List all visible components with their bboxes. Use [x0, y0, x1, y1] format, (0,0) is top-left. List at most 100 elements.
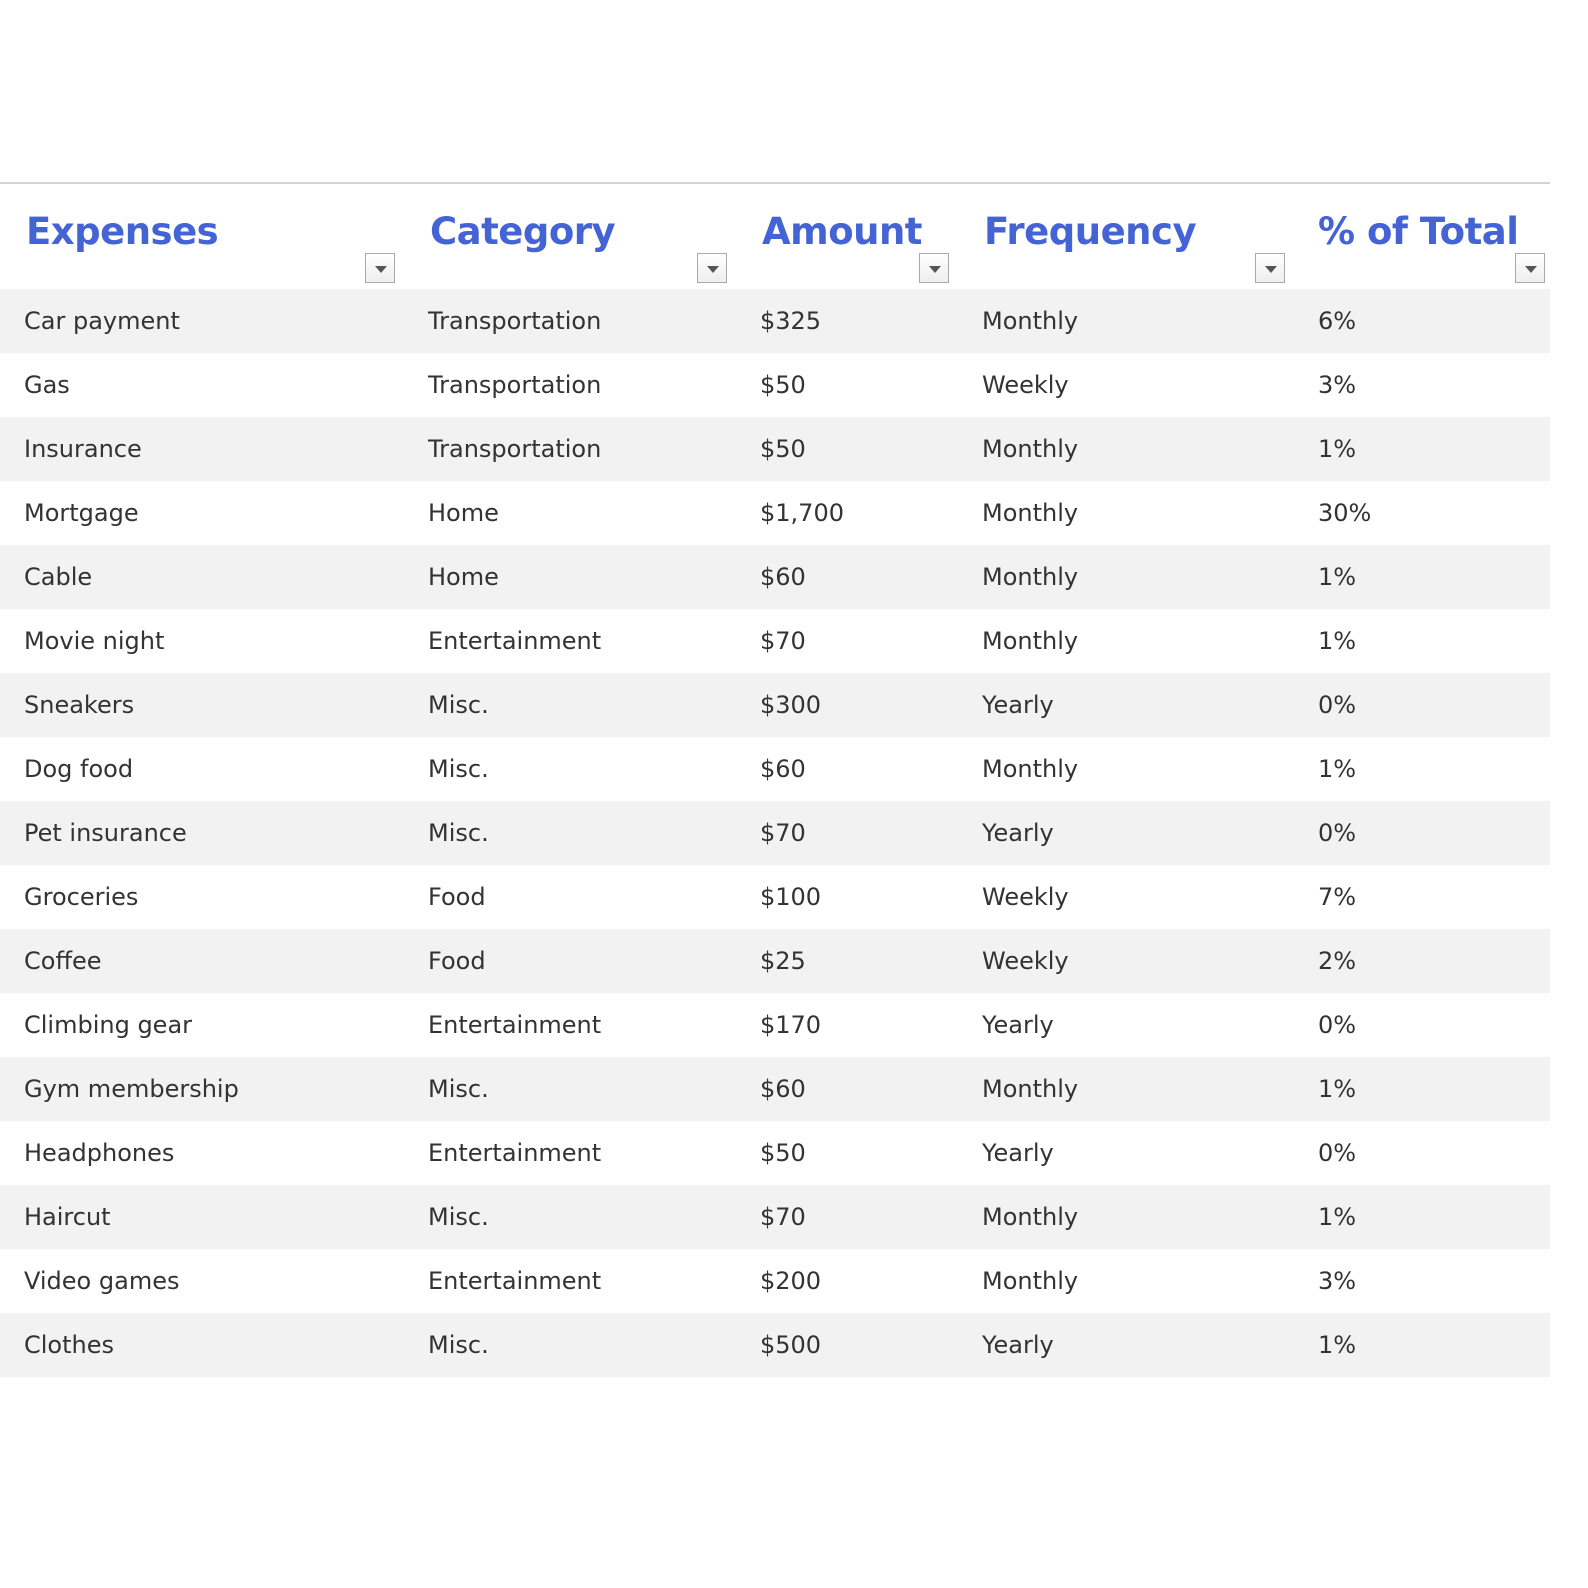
cell-percent-of-total[interactable]: 0% — [1318, 819, 1357, 847]
cell-category[interactable]: Food — [428, 883, 486, 911]
cell-category[interactable]: Misc. — [428, 1075, 489, 1103]
cell-percent-of-total[interactable]: 6% — [1318, 307, 1357, 335]
cell-percent-of-total[interactable]: 1% — [1318, 1331, 1357, 1359]
cell-category[interactable]: Misc. — [428, 755, 489, 783]
cell-amount[interactable]: $1,700 — [760, 499, 844, 527]
cell-expenses[interactable]: Groceries — [24, 883, 139, 911]
cell-expenses[interactable]: Cable — [24, 563, 93, 591]
cell-expenses[interactable]: Car payment — [24, 307, 180, 335]
cell-category[interactable]: Home — [428, 499, 499, 527]
cell-percent-of-total[interactable]: 1% — [1318, 435, 1357, 463]
cell-amount[interactable]: $100 — [760, 883, 822, 911]
cell-frequency[interactable]: Yearly — [982, 1011, 1054, 1039]
table-row: Dog food Misc. $60 Monthly 1% — [0, 737, 1550, 801]
filter-dropdown-expenses[interactable] — [365, 253, 395, 283]
table-row: Clothes Misc. $500 Yearly 1% — [0, 1313, 1550, 1377]
cell-category[interactable]: Misc. — [428, 1203, 489, 1231]
cell-amount[interactable]: $50 — [760, 1139, 806, 1167]
cell-category[interactable]: Misc. — [428, 1331, 489, 1359]
cell-frequency[interactable]: Monthly — [982, 563, 1079, 591]
cell-expenses[interactable]: Pet insurance — [24, 819, 187, 847]
cell-frequency[interactable]: Yearly — [982, 1331, 1054, 1359]
cell-percent-of-total[interactable]: 1% — [1318, 1075, 1357, 1103]
cell-expenses[interactable]: Video games — [24, 1267, 180, 1295]
cell-percent-of-total[interactable]: 7% — [1318, 883, 1357, 911]
header-frequency: Frequency — [984, 210, 1197, 253]
table-row: Haircut Misc. $70 Monthly 1% — [0, 1185, 1550, 1249]
cell-frequency[interactable]: Monthly — [982, 1203, 1079, 1231]
cell-amount[interactable]: $500 — [760, 1331, 822, 1359]
cell-expenses[interactable]: Sneakers — [24, 691, 135, 719]
cell-frequency[interactable]: Monthly — [982, 307, 1079, 335]
header-percent-of-total: % of Total — [1318, 210, 1519, 253]
cell-expenses[interactable]: Gym membership — [24, 1075, 239, 1103]
cell-category[interactable]: Transportation — [428, 307, 602, 335]
table-row: Gym membership Misc. $60 Monthly 1% — [0, 1057, 1550, 1121]
cell-expenses[interactable]: Coffee — [24, 947, 102, 975]
cell-percent-of-total[interactable]: 0% — [1318, 691, 1357, 719]
cell-category[interactable]: Misc. — [428, 691, 489, 719]
cell-expenses[interactable]: Haircut — [24, 1203, 111, 1231]
cell-amount[interactable]: $25 — [760, 947, 806, 975]
cell-category[interactable]: Transportation — [428, 435, 602, 463]
cell-category[interactable]: Transportation — [428, 371, 602, 399]
cell-frequency[interactable]: Yearly — [982, 1139, 1054, 1167]
cell-amount[interactable]: $60 — [760, 563, 806, 591]
cell-expenses[interactable]: Mortgage — [24, 499, 139, 527]
cell-expenses[interactable]: Gas — [24, 371, 70, 399]
cell-category[interactable]: Food — [428, 947, 486, 975]
cell-category[interactable]: Entertainment — [428, 627, 602, 655]
cell-amount[interactable]: $50 — [760, 435, 806, 463]
cell-expenses[interactable]: Climbing gear — [24, 1011, 193, 1039]
cell-amount[interactable]: $70 — [760, 1203, 806, 1231]
cell-percent-of-total[interactable]: 1% — [1318, 563, 1357, 591]
cell-amount[interactable]: $60 — [760, 1075, 806, 1103]
cell-amount[interactable]: $200 — [760, 1267, 822, 1295]
cell-frequency[interactable]: Yearly — [982, 691, 1054, 719]
cell-category[interactable]: Home — [428, 563, 499, 591]
cell-percent-of-total[interactable]: 1% — [1318, 1203, 1357, 1231]
cell-expenses[interactable]: Headphones — [24, 1139, 175, 1167]
cell-frequency[interactable]: Monthly — [982, 435, 1079, 463]
cell-percent-of-total[interactable]: 30% — [1318, 499, 1372, 527]
filter-dropdown-category[interactable] — [697, 253, 727, 283]
cell-percent-of-total[interactable]: 3% — [1318, 371, 1357, 399]
cell-expenses[interactable]: Insurance — [24, 435, 142, 463]
table-row: Car payment Transportation $325 Monthly 6% — [0, 289, 1550, 353]
cell-frequency[interactable]: Monthly — [982, 627, 1079, 655]
cell-expenses[interactable]: Clothes — [24, 1331, 114, 1359]
cell-category[interactable]: Entertainment — [428, 1139, 602, 1167]
cell-percent-of-total[interactable]: 3% — [1318, 1267, 1357, 1295]
filter-dropdown-percent-of-total[interactable] — [1515, 253, 1545, 283]
table-row: Gas Transportation $50 Weekly 3% — [0, 353, 1550, 417]
cell-amount[interactable]: $70 — [760, 627, 806, 655]
cell-frequency[interactable]: Weekly — [982, 947, 1069, 975]
cell-frequency[interactable]: Monthly — [982, 499, 1079, 527]
cell-expenses[interactable]: Dog food — [24, 755, 134, 783]
cell-percent-of-total[interactable]: 0% — [1318, 1139, 1357, 1167]
header-category: Category — [430, 210, 616, 253]
cell-amount[interactable]: $325 — [760, 307, 822, 335]
cell-frequency[interactable]: Weekly — [982, 883, 1069, 911]
cell-percent-of-total[interactable]: 1% — [1318, 627, 1357, 655]
cell-amount[interactable]: $170 — [760, 1011, 822, 1039]
cell-amount[interactable]: $50 — [760, 371, 806, 399]
cell-frequency[interactable]: Monthly — [982, 1267, 1079, 1295]
cell-percent-of-total[interactable]: 1% — [1318, 755, 1357, 783]
cell-percent-of-total[interactable]: 2% — [1318, 947, 1357, 975]
cell-frequency[interactable]: Monthly — [982, 755, 1079, 783]
filter-dropdown-amount[interactable] — [919, 253, 949, 283]
cell-frequency[interactable]: Weekly — [982, 371, 1069, 399]
cell-amount[interactable]: $300 — [760, 691, 822, 719]
cell-category[interactable]: Misc. — [428, 819, 489, 847]
cell-frequency[interactable]: Monthly — [982, 1075, 1079, 1103]
filter-dropdown-frequency[interactable] — [1255, 253, 1285, 283]
cell-expenses[interactable]: Movie night — [24, 627, 165, 655]
cell-category[interactable]: Entertainment — [428, 1267, 602, 1295]
cell-frequency[interactable]: Yearly — [982, 819, 1054, 847]
table-row: Climbing gear Entertainment $170 Yearly 0% — [0, 993, 1550, 1057]
cell-amount[interactable]: $70 — [760, 819, 806, 847]
cell-percent-of-total[interactable]: 0% — [1318, 1011, 1357, 1039]
cell-amount[interactable]: $60 — [760, 755, 806, 783]
cell-category[interactable]: Entertainment — [428, 1011, 602, 1039]
